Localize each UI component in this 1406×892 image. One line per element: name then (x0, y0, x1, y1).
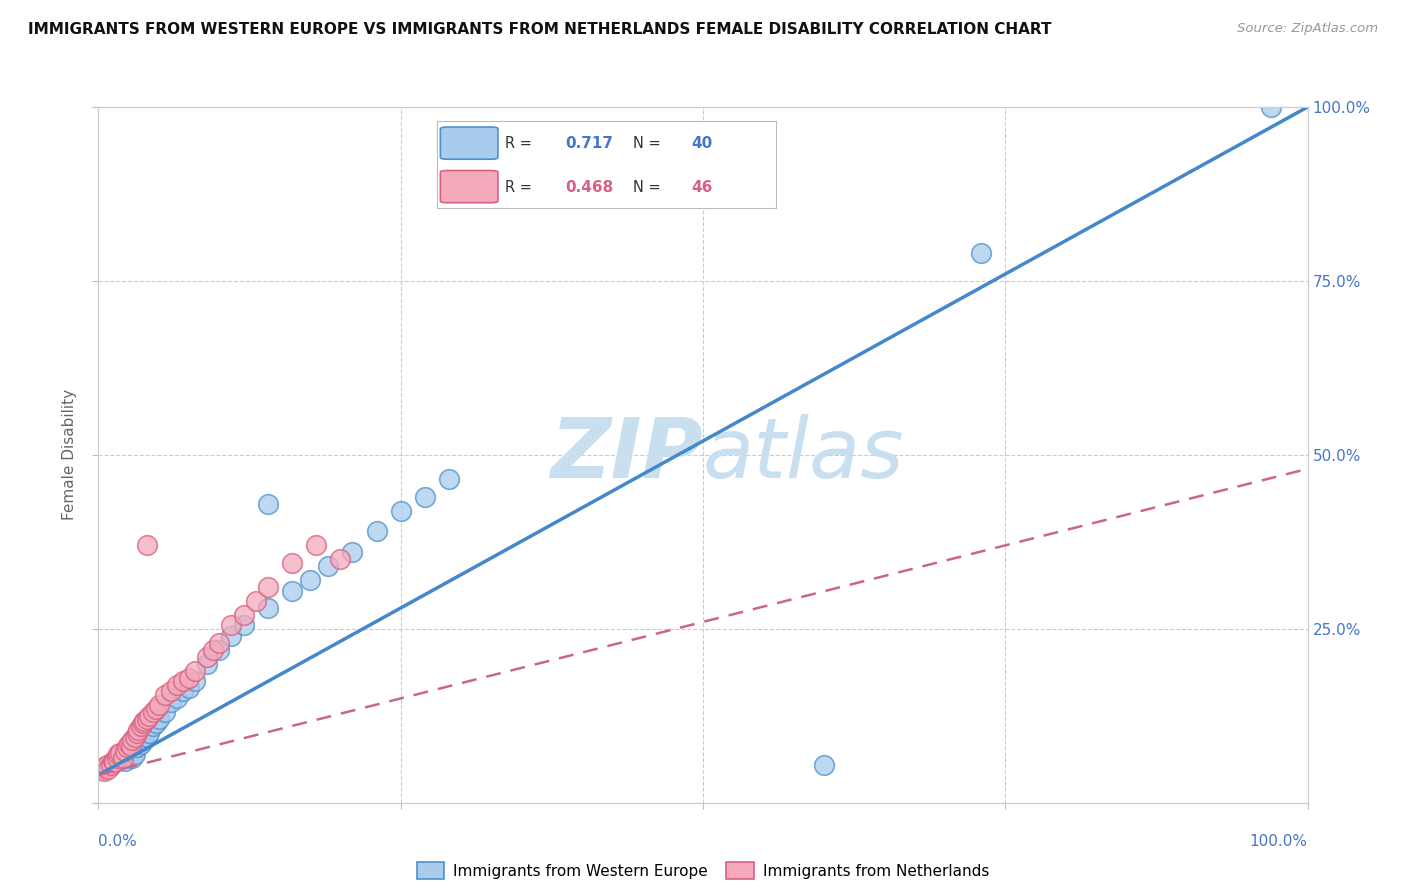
Point (108, 750, 131, 764)
Point (245, 594, 267, 608)
Point (256, 601, 278, 615)
Point (413, 490, 436, 504)
Point (221, 629, 243, 643)
Point (142, 719, 165, 733)
Point (179, 671, 201, 685)
Point (281, 556, 304, 570)
Point (135, 538, 157, 552)
Point (160, 684, 183, 698)
Point (389, 503, 412, 517)
Point (145, 702, 167, 716)
Text: 0.0%: 0.0% (98, 834, 138, 849)
Point (179, 681, 201, 695)
Point (281, 583, 304, 598)
Point (121, 733, 143, 747)
Point (129, 719, 152, 733)
Point (166, 691, 188, 706)
Point (208, 642, 231, 657)
Point (305, 538, 328, 552)
Point (105, 750, 128, 764)
Point (437, 472, 460, 486)
Text: atlas: atlas (703, 415, 904, 495)
Point (118, 737, 141, 751)
Point (316, 559, 339, 574)
Point (93, 761, 115, 775)
Point (256, 497, 278, 511)
Point (134, 733, 156, 747)
Point (103, 756, 125, 770)
Point (138, 708, 160, 723)
Point (97, 763, 120, 777)
Point (153, 688, 176, 702)
Point (221, 618, 243, 632)
Point (160, 695, 183, 709)
Point (90, 761, 112, 775)
Point (117, 740, 139, 755)
Point (127, 740, 149, 755)
Point (100, 757, 122, 772)
Point (127, 726, 149, 740)
Point (91, 763, 114, 777)
Point (970, 246, 993, 260)
Point (813, 757, 835, 772)
Point (148, 712, 170, 726)
Point (299, 573, 322, 587)
Point (124, 730, 146, 744)
Point (107, 747, 129, 761)
Point (342, 545, 364, 559)
Point (232, 618, 254, 632)
Point (208, 636, 231, 650)
Point (153, 706, 176, 720)
Point (195, 657, 218, 671)
Point (132, 715, 155, 730)
Point (145, 715, 167, 730)
Point (172, 674, 194, 689)
Point (329, 552, 352, 566)
Point (127, 723, 149, 737)
Point (142, 706, 165, 720)
Point (135, 730, 157, 744)
Y-axis label: Female Disability: Female Disability (62, 389, 77, 521)
Point (121, 750, 143, 764)
Point (184, 674, 207, 689)
Point (135, 712, 157, 726)
Point (166, 677, 188, 691)
Point (100, 757, 122, 772)
Point (256, 580, 278, 594)
Point (134, 714, 156, 728)
Point (138, 726, 160, 740)
Point (184, 664, 207, 678)
Text: Source: ZipAtlas.com: Source: ZipAtlas.com (1237, 22, 1378, 36)
Point (108, 746, 131, 760)
Point (148, 698, 170, 713)
Point (172, 684, 194, 698)
Point (94, 759, 117, 773)
Point (202, 642, 225, 657)
Point (101, 754, 124, 768)
Point (105, 754, 128, 768)
Point (129, 737, 152, 751)
Legend: Immigrants from Western Europe, Immigrants from Netherlands: Immigrants from Western Europe, Immigran… (411, 855, 995, 886)
Point (1260, 100, 1282, 114)
Point (114, 744, 136, 758)
Point (118, 747, 141, 761)
Text: 100.0%: 100.0% (1250, 834, 1308, 849)
Point (111, 750, 134, 764)
Point (120, 739, 142, 753)
Point (93, 764, 115, 779)
Text: ZIP: ZIP (550, 415, 703, 495)
Point (111, 750, 134, 764)
Point (96, 757, 118, 772)
Point (195, 649, 218, 664)
Point (232, 607, 254, 622)
Point (124, 747, 146, 761)
Point (366, 524, 388, 539)
Point (114, 754, 136, 768)
Text: IMMIGRANTS FROM WESTERN EUROPE VS IMMIGRANTS FROM NETHERLANDS FEMALE DISABILITY : IMMIGRANTS FROM WESTERN EUROPE VS IMMIGR… (28, 22, 1052, 37)
